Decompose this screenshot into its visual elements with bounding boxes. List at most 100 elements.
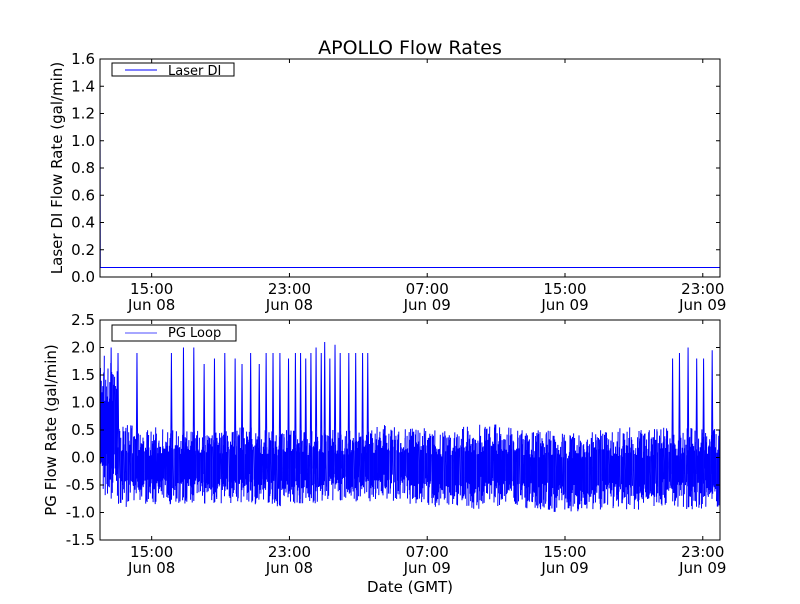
pg-loop-segment bbox=[323, 429, 342, 501]
pg-loop-spike bbox=[710, 350, 714, 475]
pg-loop-spike bbox=[116, 352, 120, 475]
pg-loop-spike bbox=[294, 352, 297, 475]
x-tick-label-time: 23:00 bbox=[681, 543, 724, 561]
x-tick-label-time: 23:00 bbox=[681, 280, 724, 298]
x-tick-label-date: Jun 09 bbox=[403, 559, 451, 577]
pg-loop-spike bbox=[135, 352, 139, 475]
x-tick-label-time: 23:00 bbox=[268, 280, 311, 298]
top-y-axis-label: Laser DI Flow Rate (gal/min) bbox=[48, 62, 66, 274]
y-tick-label: -0.5 bbox=[66, 476, 95, 494]
chart-title: APOLLO Flow Rates bbox=[318, 37, 502, 59]
pg-loop-spike bbox=[328, 358, 332, 475]
pg-loop-segment bbox=[100, 355, 118, 499]
y-tick-label: 2.5 bbox=[71, 311, 95, 329]
pg-loop-spike bbox=[240, 363, 244, 475]
x-tick-label-time: 15:00 bbox=[130, 543, 173, 561]
pg-loop-segment bbox=[461, 426, 480, 509]
pg-loop-spike bbox=[257, 363, 261, 475]
bottom-y-axis-label: PG Flow Rate (gal/min) bbox=[42, 344, 60, 516]
pg-loop-spike bbox=[299, 352, 302, 475]
x-tick-label-date: Jun 08 bbox=[265, 559, 313, 577]
pg-loop-spike bbox=[213, 358, 216, 475]
pg-loop-segment bbox=[496, 427, 515, 507]
pg-loop-segment bbox=[651, 427, 669, 507]
pg-loop-segment bbox=[616, 427, 635, 510]
y-tick-label: 1.2 bbox=[71, 105, 95, 123]
x-tick-label-time: 07:00 bbox=[406, 280, 449, 298]
laser-di-line bbox=[100, 86, 720, 268]
pg-loop-segment bbox=[444, 432, 463, 506]
top-legend-label: Laser DI bbox=[168, 64, 221, 79]
y-tick-label: 0.0 bbox=[71, 449, 95, 467]
pg-loop-spike bbox=[264, 352, 268, 475]
y-tick-label: 1.5 bbox=[71, 366, 95, 384]
pg-loop-segment bbox=[599, 430, 618, 510]
x-axis-label: Date (GMT) bbox=[367, 578, 453, 596]
pg-loop-segment bbox=[427, 430, 446, 507]
x-tick-label-date: Jun 09 bbox=[403, 296, 451, 314]
pg-loop-spike bbox=[678, 352, 681, 475]
x-tick-label-date: Jun 08 bbox=[265, 296, 313, 314]
pg-loop-segment bbox=[289, 430, 307, 504]
y-tick-label: 0.4 bbox=[71, 214, 95, 232]
pg-loop-spike bbox=[182, 347, 185, 475]
y-tick-label: 0.5 bbox=[71, 421, 95, 439]
y-tick-label: 0.8 bbox=[71, 159, 95, 177]
pg-loop-spike bbox=[323, 341, 326, 475]
pg-loop-spike bbox=[170, 352, 173, 475]
top-series-pg bbox=[100, 86, 720, 268]
pg-loop-spike bbox=[695, 358, 698, 475]
pg-loop-spike bbox=[686, 347, 690, 475]
pg-loop-segment bbox=[478, 424, 497, 504]
pg-loop-spike bbox=[109, 347, 113, 475]
x-tick-label-time: 15:00 bbox=[543, 543, 586, 561]
bottom-legend: PG Loop bbox=[111, 324, 237, 342]
pg-loop-segment bbox=[392, 427, 411, 501]
pg-loop-spike bbox=[309, 352, 313, 475]
pg-loop-segment bbox=[116, 425, 135, 507]
pg-loop-segment bbox=[530, 430, 549, 510]
pg-loop-spike bbox=[271, 352, 275, 475]
y-tick-label: 2.0 bbox=[71, 339, 95, 357]
x-tick-label-date: Jun 09 bbox=[678, 559, 726, 577]
bottom-legend-label: PG Loop bbox=[168, 326, 221, 341]
y-tick-label: -1.5 bbox=[66, 531, 95, 549]
x-tick-label-date: Jun 09 bbox=[540, 296, 588, 314]
y-tick-label: -1.0 bbox=[66, 504, 95, 522]
y-tick-label: 1.4 bbox=[71, 77, 95, 95]
x-tick-label-date: Jun 08 bbox=[127, 296, 175, 314]
pg-loop-spike bbox=[702, 358, 705, 475]
top-legend: Laser DI bbox=[111, 62, 235, 79]
y-tick-label: 1.0 bbox=[71, 394, 95, 412]
pg-loop-spike bbox=[333, 344, 337, 475]
x-tick-label-time: 07:00 bbox=[406, 543, 449, 561]
pg-loop-segment bbox=[185, 430, 204, 503]
pg-loop-segment bbox=[237, 427, 256, 503]
y-tick-label: 1.0 bbox=[71, 132, 95, 150]
pg-loop-segment bbox=[409, 428, 428, 504]
pg-loop-segment bbox=[547, 431, 566, 512]
pg-loop-segment bbox=[564, 433, 583, 512]
pg-loop-spike bbox=[223, 352, 227, 475]
pg-loop-segment bbox=[203, 432, 222, 504]
pg-loop-spike bbox=[304, 358, 308, 475]
pg-loop-segment bbox=[668, 429, 687, 507]
pg-loop-spike bbox=[287, 358, 290, 475]
pg-loop-spike bbox=[314, 347, 318, 475]
pg-loop-segment bbox=[375, 425, 394, 499]
x-tick-label-date: Jun 09 bbox=[540, 559, 588, 577]
pg-loop-spike bbox=[354, 352, 357, 475]
top-plot-frame bbox=[99, 58, 721, 278]
pg-loop-spike bbox=[347, 352, 351, 475]
pg-loop-segment bbox=[151, 427, 170, 505]
pg-loop-spike bbox=[338, 352, 342, 475]
pg-loop-segment bbox=[633, 430, 652, 510]
pg-loop-spike bbox=[278, 352, 282, 475]
pg-loop-spike bbox=[233, 358, 237, 475]
y-tick-label: 0.2 bbox=[71, 241, 95, 259]
x-tick-label-time: 23:00 bbox=[268, 543, 311, 561]
pg-loop-spike bbox=[202, 363, 206, 475]
pg-loop-spike bbox=[192, 347, 196, 475]
